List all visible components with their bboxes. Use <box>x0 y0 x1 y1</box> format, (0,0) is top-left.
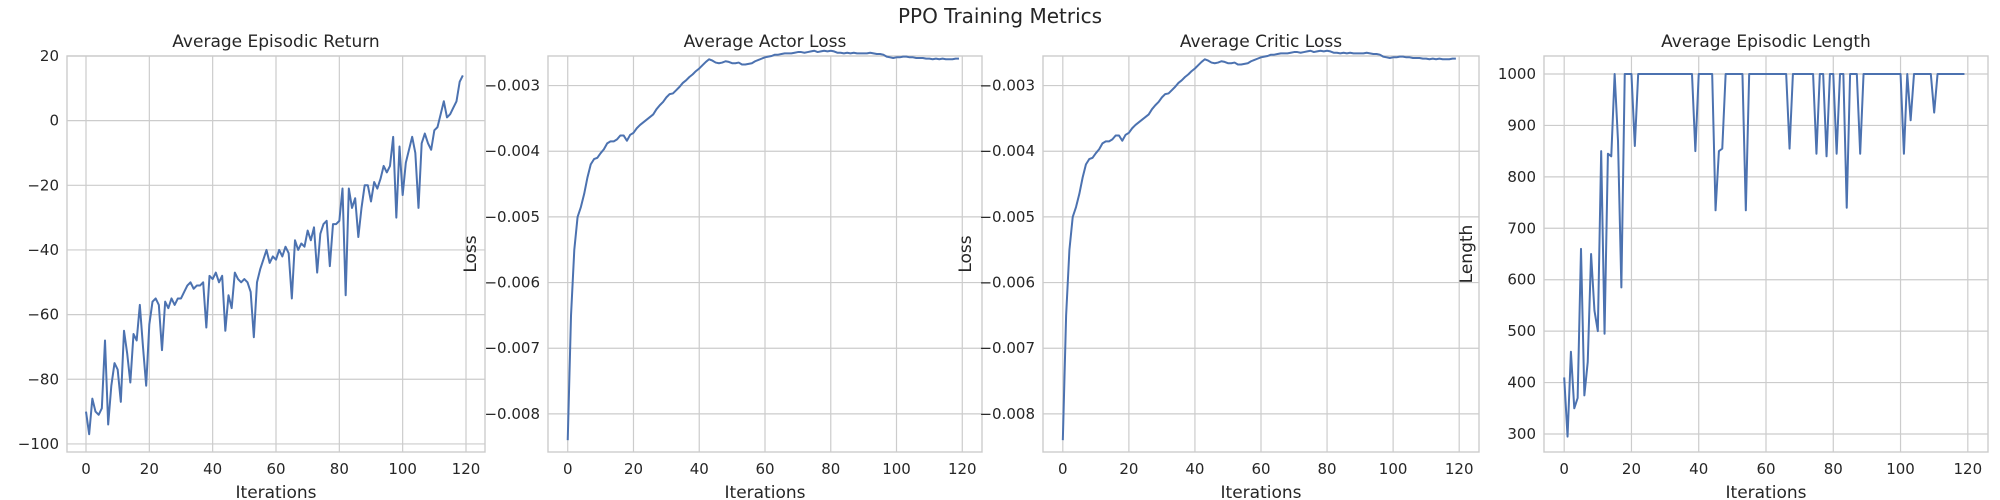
x-tick-label: 120 <box>1445 460 1474 478</box>
x-tick-label: 80 <box>821 460 840 478</box>
x-tick-label: 40 <box>1185 460 1204 478</box>
x-axis-label: Iterations <box>236 483 317 500</box>
y-tick-label: 20 <box>40 47 59 65</box>
plot-frame <box>1543 55 1989 453</box>
y-tick-label: −100 <box>18 435 59 453</box>
x-tick-label: 100 <box>1379 460 1408 478</box>
x-tick-label: 120 <box>1953 460 1982 478</box>
x-tick-label: 40 <box>690 460 709 478</box>
y-tick-label: −60 <box>27 306 59 324</box>
x-tick-label: 40 <box>203 460 222 478</box>
y-tick-label: −20 <box>27 176 59 194</box>
subplot-title: Average Critic Loss <box>1180 32 1342 52</box>
y-tick-label: −0.007 <box>484 339 540 357</box>
subplot-title: Average Episodic Return <box>172 32 379 52</box>
subplot-4: Average Episodic Length 0 20 40 60 80 100 120 30… <box>1457 32 1989 500</box>
x-tick-label: 20 <box>1622 460 1641 478</box>
y-tick-label: −0.005 <box>484 208 540 226</box>
x-axis-label: Iterations <box>1221 483 1302 500</box>
y-tick-label: −0.006 <box>484 274 540 292</box>
y-tick-label: −0.003 <box>979 77 1035 95</box>
y-axis-label: Loss <box>461 235 481 272</box>
x-tick-label: 20 <box>1119 460 1138 478</box>
y-tick-label: −80 <box>27 370 59 388</box>
y-axis-label: Loss <box>956 235 976 272</box>
y-tick-label: 900 <box>1507 116 1536 134</box>
series-line-1 <box>1563 73 1965 438</box>
x-tick-label: 40 <box>1689 460 1708 478</box>
x-axis-label: Iterations <box>725 483 806 500</box>
y-tick-label: 800 <box>1507 168 1536 186</box>
x-tick-label: 0 <box>1058 460 1068 478</box>
plot-frame <box>1042 55 1480 453</box>
series-line-1 <box>566 49 959 441</box>
y-axis-label: Length <box>1457 225 1477 284</box>
y-tick-label: 400 <box>1507 374 1536 392</box>
x-tick-label: 100 <box>388 460 417 478</box>
y-tick-label: −0.004 <box>979 142 1035 160</box>
figure-title: PPO Training Metrics <box>897 4 1103 28</box>
y-tick-label: 600 <box>1507 271 1536 289</box>
series-line-1 <box>1061 49 1456 441</box>
x-tick-label: 80 <box>1318 460 1337 478</box>
y-tick-label: −40 <box>27 241 59 259</box>
y-tick-label: −0.003 <box>484 77 540 95</box>
x-tick-label: 60 <box>1756 460 1775 478</box>
y-tick-label: 0 <box>49 112 59 130</box>
x-tick-label: 80 <box>1824 460 1843 478</box>
y-tick-label: −0.005 <box>979 208 1035 226</box>
x-tick-label: 100 <box>882 460 911 478</box>
subplot-title: Average Episodic Length <box>1661 32 1871 52</box>
subplot-2: Average Actor Loss 0 20 40 60 80 100 120 −0.008 −… <box>461 32 983 500</box>
x-tick-label: 20 <box>140 460 159 478</box>
y-tick-label: 1000 <box>1498 65 1536 83</box>
y-tick-label: −0.007 <box>979 339 1035 357</box>
y-tick-label: −0.004 <box>484 142 540 160</box>
x-tick-label: 80 <box>330 460 349 478</box>
x-tick-label: 20 <box>624 460 643 478</box>
y-tick-label: 500 <box>1507 322 1536 340</box>
y-tick-label: −0.008 <box>484 405 540 423</box>
y-tick-label: 300 <box>1507 425 1536 443</box>
plot-frame <box>547 55 983 453</box>
x-tick-label: 0 <box>1559 460 1569 478</box>
x-tick-label: 120 <box>452 460 481 478</box>
x-tick-label: 60 <box>755 460 774 478</box>
subplot-1: Average Episodic Return 0 20 40 60 80 100 120 −1… <box>18 32 486 500</box>
y-tick-label: −0.008 <box>979 405 1035 423</box>
y-tick-label: 700 <box>1507 219 1536 237</box>
plot-frame <box>66 55 486 453</box>
y-tick-label: −0.006 <box>979 274 1035 292</box>
x-tick-label: 0 <box>563 460 573 478</box>
x-tick-label: 60 <box>1251 460 1270 478</box>
x-axis-label: Iterations <box>1726 483 1807 500</box>
x-tick-label: 0 <box>81 460 91 478</box>
x-tick-label: 100 <box>1886 460 1915 478</box>
x-tick-label: 120 <box>948 460 977 478</box>
subplot-3: Average Critic Loss 0 20 40 60 80 100 120 −0.008… <box>956 32 1480 500</box>
x-tick-label: 60 <box>266 460 285 478</box>
series-line-1 <box>85 74 464 436</box>
subplot-title: Average Actor Loss <box>684 32 847 52</box>
